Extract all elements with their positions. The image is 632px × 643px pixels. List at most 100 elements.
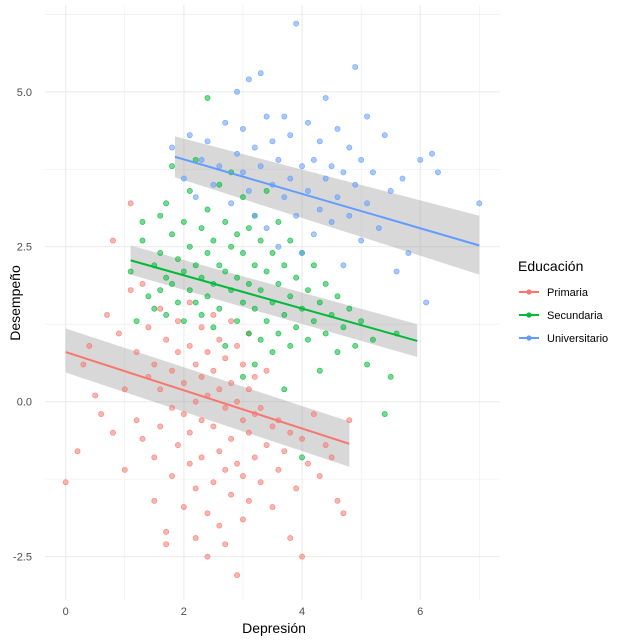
data-point [269,138,276,145]
data-point [358,237,365,244]
data-point [257,404,264,411]
data-point [234,150,240,157]
data-point [251,454,258,461]
data-point [375,225,382,232]
data-point [80,361,87,368]
data-point [222,355,229,362]
data-point [316,367,323,374]
data-point [139,281,146,287]
data-point [163,200,170,207]
data-point [269,423,276,430]
data-point [186,299,193,306]
fit-line [174,155,480,247]
data-point [234,88,240,95]
data-point [251,373,258,380]
data-point [310,157,317,163]
data-point [251,212,258,219]
data-point [423,299,430,306]
data-point [222,219,229,225]
data-point [228,318,235,324]
data-point [163,528,170,535]
data-point [169,473,175,479]
data-point [316,299,323,306]
data-point [210,324,217,331]
data-point [240,169,246,176]
data-point [127,200,134,207]
data-point [110,429,116,436]
data-point [387,373,394,380]
data-point [322,175,329,182]
data-point [198,417,205,424]
data-point [346,144,353,151]
data-point [275,281,282,287]
data-point [429,150,435,157]
data-point [86,342,93,349]
data-point [263,367,270,374]
data-point [234,274,240,281]
data-point [364,361,370,368]
data-point [180,175,187,182]
data-point [222,342,229,349]
data-point [216,305,223,312]
data-point [257,237,264,244]
data-point [240,250,246,256]
data-point [210,181,217,188]
x-tick-label: 2 [181,606,187,618]
data-point [204,95,211,101]
data-point [222,404,229,411]
data-point [322,330,329,337]
data-point [92,392,99,399]
data-point [299,454,305,461]
data-point [234,231,240,238]
data-point [263,225,270,232]
data-point [175,299,181,306]
data-point [257,163,264,170]
data-point [340,169,347,176]
data-point [198,311,205,318]
data-point [216,163,223,170]
data-point [186,132,193,139]
data-point [222,466,229,473]
data-point [234,460,240,467]
data-point [139,237,146,244]
data-point [204,293,211,300]
data-point [186,429,193,436]
confidence-band [175,136,480,275]
data-point [151,454,158,461]
data-point [240,126,246,132]
data-point [133,318,140,324]
data-point [251,144,258,151]
data-point [281,262,288,269]
data-point [293,20,300,27]
data-point [115,330,122,337]
data-point [204,206,211,213]
data-point [245,225,252,232]
data-point [281,386,288,393]
data-point [287,175,294,182]
data-point [234,342,240,349]
data-point [192,398,199,405]
data-point [316,206,323,213]
data-point [358,318,365,324]
data-point [157,386,164,393]
data-point [263,188,270,194]
data-point [299,163,305,170]
legend-key-point [526,289,532,295]
data-point [417,157,424,163]
data-point [245,281,252,287]
data-point [245,76,252,83]
data-point [180,504,187,510]
data-point [169,367,175,374]
data-point [204,250,211,256]
data-point [305,336,311,343]
data-point [175,256,181,263]
data-point [352,181,359,188]
data-point [192,299,199,306]
data-point [198,324,205,331]
data-point [204,510,211,517]
fit-line [130,259,418,342]
data-point [334,497,341,504]
data-point [334,126,341,132]
data-point [251,262,258,269]
data-point [476,200,483,207]
